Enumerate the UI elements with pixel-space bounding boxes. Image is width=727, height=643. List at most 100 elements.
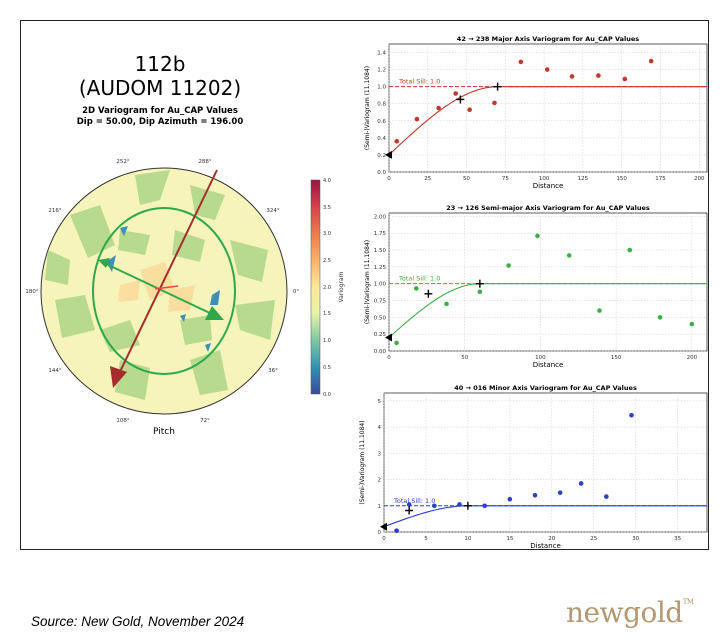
data-point: [406, 502, 412, 507]
data-point: [627, 247, 633, 253]
data-point: [394, 528, 399, 533]
x-tick-label: 25: [424, 176, 431, 182]
x-tick-label: 30: [632, 536, 639, 542]
colorbar: 4.0 3.5 3.0 2.5 2.0 1.5 1.0 0.5 0.0 Vari…: [310, 178, 345, 398]
colorbar-tick: 1.5: [323, 311, 331, 317]
x-tick-label: 5: [424, 536, 428, 542]
x-axis-label: Distance: [530, 542, 561, 550]
data-point: [444, 301, 449, 307]
y-tick-label: 1.25: [374, 265, 387, 271]
colorbar-tick: 0.5: [323, 365, 331, 371]
minor-axis-marker: [154, 285, 179, 290]
x-tick-label: 125: [578, 176, 589, 182]
colorbar-label: Variogram: [338, 271, 345, 302]
data-point: [453, 91, 459, 96]
plus-marker: [475, 279, 484, 288]
x-axis-label: Distance: [533, 182, 564, 190]
x-tick-label: 50: [461, 355, 468, 361]
variogram-chart-1: 0 25 50 75 100 125 150 175 200 0.0 0.2 0.4 0.6 0.8 1.0…: [364, 35, 708, 190]
plus-marker: [463, 501, 472, 510]
data-point: [569, 74, 575, 79]
colorbar-tick: 0.0: [323, 392, 331, 398]
x-tick-label: 150: [616, 176, 627, 182]
data-point: [394, 138, 400, 144]
logo-text: newgold: [566, 596, 683, 629]
data-point: [394, 340, 399, 346]
data-point: [629, 412, 634, 418]
data-point: [518, 59, 524, 65]
y-tick-label: 1.2: [377, 68, 386, 74]
y-tick-label: 1: [378, 504, 382, 510]
chart-title: 23 → 126 Semi-major Axis Variogram for A…: [446, 204, 650, 212]
y-tick-label: 1.4: [377, 51, 386, 57]
x-tick-label: 0: [382, 536, 386, 542]
y-tick-label: 0.25: [374, 332, 387, 338]
polar-plot-subtitle: Dip = 50.00, Dip Azimuth = 196.00: [76, 117, 244, 127]
y-tick-label: 0.75: [374, 299, 387, 305]
data-point: [596, 73, 601, 78]
x-tick-label: 100: [539, 176, 550, 182]
model-curve: [388, 283, 707, 338]
model-curve: [383, 505, 707, 528]
plot-area: [388, 212, 708, 352]
angle-label-36: 36°: [268, 368, 278, 374]
anisotropy-overlay: [92, 169, 236, 388]
angle-labels: 252° 288° 216° 324° 180° 0° 144° 36° 108…: [25, 159, 299, 424]
y-axis-label: (Semi-)Variogram (11.1084): [364, 66, 371, 150]
y-tick-label: 1.50: [374, 248, 387, 254]
x-tick-label: 75: [502, 176, 509, 182]
angle-label-216: 216°: [48, 208, 61, 214]
plus-marker: [493, 82, 502, 91]
y-axis-label: (Semi-)Variogram (11.1084): [359, 420, 366, 504]
angle-label-324: 324°: [266, 208, 279, 214]
colorbar-tick: 1.0: [323, 338, 331, 344]
colorbar-tick: 4.0: [323, 178, 331, 184]
plot-area: [388, 43, 708, 173]
data-point: [477, 289, 483, 295]
x-tick-label: 15: [506, 536, 513, 542]
source-caption: Source: New Gold, November 2024: [31, 614, 245, 629]
y-tick-label: 1.00: [374, 282, 387, 288]
x-axis-label: Distance: [533, 361, 564, 369]
data-point: [506, 263, 511, 268]
nugget-marker: [385, 333, 392, 342]
y-tick-label: 0.0: [377, 170, 386, 176]
x-tick-label: 10: [464, 536, 471, 542]
semi-major-arrowhead: [205, 306, 224, 320]
y-tick-label: 0.00: [374, 349, 387, 355]
data-point: [432, 503, 437, 509]
y-tick-label: 1.0: [377, 85, 386, 91]
data-point: [457, 502, 462, 507]
y-tick-label: 0.2: [377, 153, 386, 159]
logo-tm: TM: [682, 598, 694, 606]
total-sill-label: Total Sill: 1.0: [393, 497, 435, 505]
y-tick-label: 0.4: [377, 136, 386, 142]
x-tick-label: 100: [535, 355, 546, 361]
nugget-marker: [385, 150, 392, 159]
plus-marker: [456, 95, 465, 104]
data-point: [532, 492, 538, 498]
y-tick-label: 5: [378, 399, 382, 405]
anisotropy-ellipse: [92, 207, 236, 375]
x-tick-label: 175: [655, 176, 666, 182]
semi-major-arrowtail: [98, 258, 110, 268]
angle-label-252: 252°: [116, 159, 129, 165]
y-tick-label: 0: [378, 530, 382, 536]
data-point: [544, 67, 550, 72]
data-point: [622, 76, 628, 82]
data-point: [414, 116, 420, 122]
plus-marker: [424, 289, 433, 298]
data-point: [557, 490, 563, 495]
angle-label-144: 144°: [48, 368, 61, 374]
data-point: [604, 494, 609, 499]
angle-label-72: 72°: [200, 418, 210, 424]
data-point: [492, 100, 497, 106]
y-tick-label: 2.00: [374, 214, 387, 220]
data-point: [657, 315, 663, 320]
data-point: [597, 308, 602, 313]
x-tick-label: 200: [687, 355, 698, 361]
x-tick-label: 200: [694, 176, 705, 182]
x-tick-label: 35: [674, 536, 681, 542]
y-tick-label: 1.75: [374, 231, 387, 237]
